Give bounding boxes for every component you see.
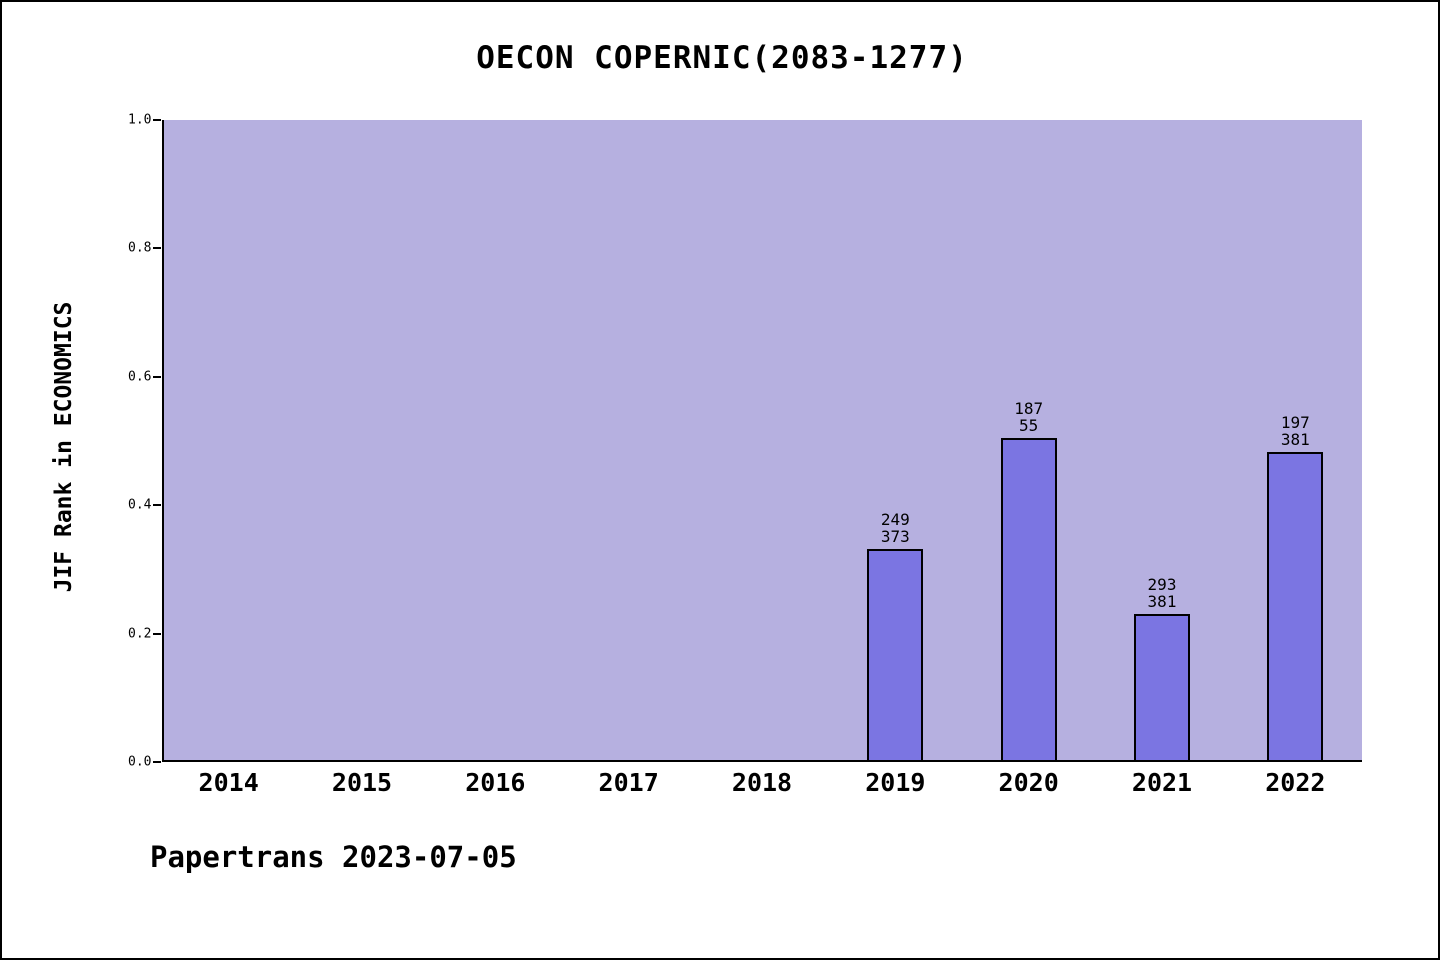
y-tick-mark xyxy=(153,247,161,250)
x-tick-label-2015: 2015 xyxy=(331,768,393,797)
bar-value-label-2019: 249 373 xyxy=(880,510,910,546)
chart-title: OECON COPERNIC(2083-1277) xyxy=(476,40,968,76)
y-tick-mark xyxy=(153,761,161,763)
y-tick-label: 0.0 xyxy=(128,754,152,770)
x-tick-label-2016: 2016 xyxy=(465,768,526,797)
y-axis-label: JIF Rank in ECONOMICS xyxy=(51,301,77,593)
bar-2019 xyxy=(867,549,923,762)
y-tick-label: 0.4 xyxy=(128,497,152,513)
y-tick-label: 0.8 xyxy=(128,240,152,256)
y-tick-label: 0.6 xyxy=(128,369,152,385)
bar-2020 xyxy=(1001,438,1057,762)
y-tick-mark xyxy=(153,632,161,635)
bar-value-label-2022: 197 381 xyxy=(1280,413,1310,449)
bar-value-label-2020: 187 55 xyxy=(1014,399,1044,435)
x-tick-label-2020: 2020 xyxy=(998,768,1059,797)
bar-value-label-2021: 293 381 xyxy=(1147,575,1177,611)
y-tick-mark xyxy=(153,504,161,507)
x-tick-label-2018: 2018 xyxy=(731,768,793,797)
bar-2021 xyxy=(1134,614,1190,762)
x-tick-label-2022: 2022 xyxy=(1265,768,1326,797)
x-tick-label-2021: 2021 xyxy=(1131,768,1193,797)
y-tick-label: 1.0 xyxy=(128,112,152,128)
y-tick-label: 0.2 xyxy=(128,626,152,642)
bar-2022 xyxy=(1267,452,1323,762)
x-tick-label-2019: 2019 xyxy=(865,768,926,797)
x-tick-label-2017: 2017 xyxy=(598,768,659,797)
footer-note: Papertrans 2023-07-05 xyxy=(150,840,517,874)
y-tick-mark xyxy=(153,375,161,378)
y-tick-mark xyxy=(153,119,161,121)
x-tick-label-2014: 2014 xyxy=(198,768,259,797)
